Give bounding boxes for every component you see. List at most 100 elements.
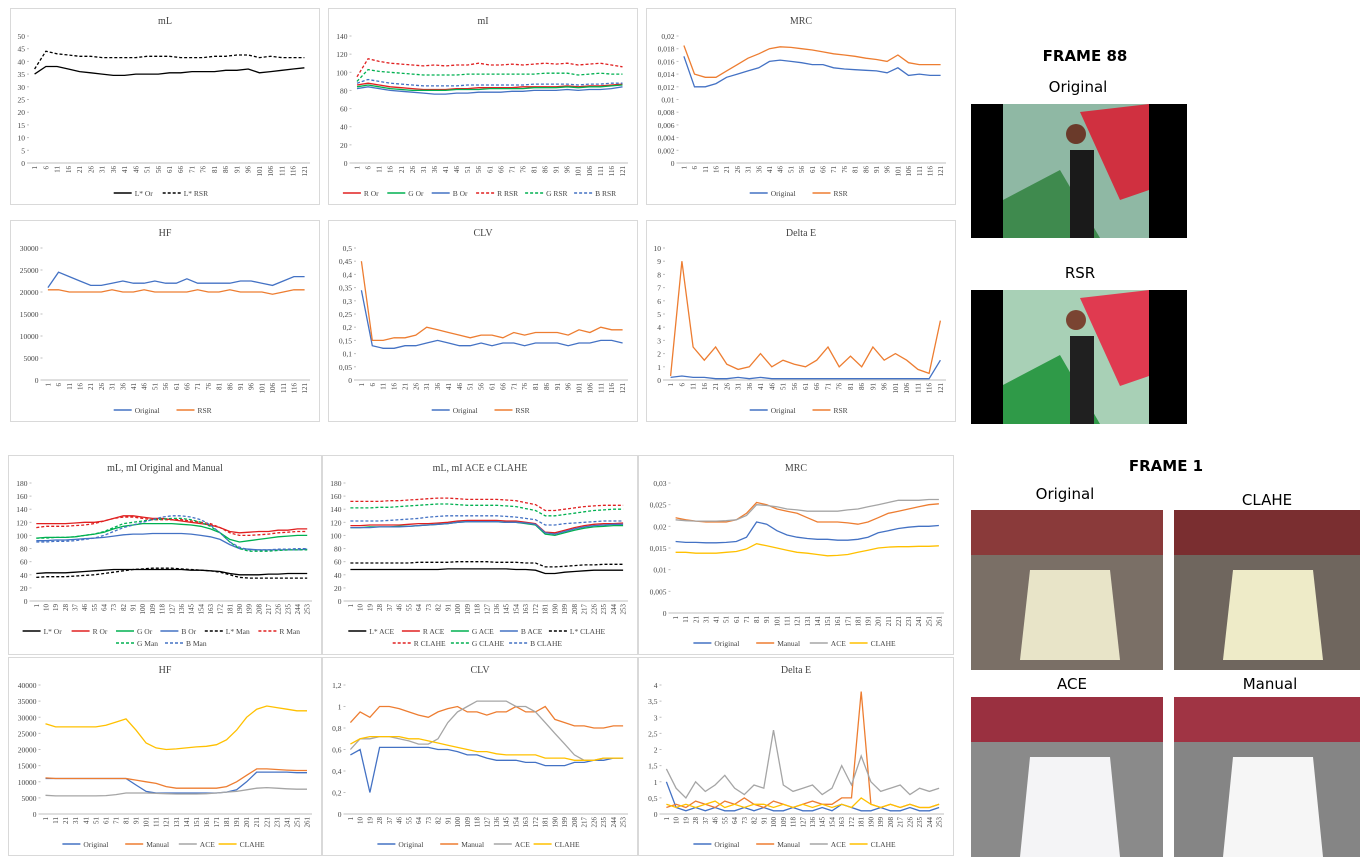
x-tick-label: 61 bbox=[166, 166, 174, 174]
chart: HF 0 5000 10000 15000 20000 25000 30000 35000 400… bbox=[8, 657, 322, 856]
x-tick-label: 199 bbox=[561, 817, 569, 828]
x-tick-label: 19 bbox=[366, 604, 374, 612]
series-line bbox=[356, 78, 623, 87]
series-line bbox=[350, 561, 624, 568]
x-tick-label: 11 bbox=[702, 166, 710, 173]
y-tick-label: 8 bbox=[657, 270, 661, 279]
y-tick-label: 2 bbox=[654, 746, 658, 755]
x-tick-label: 76 bbox=[205, 383, 213, 391]
series-line bbox=[47, 271, 305, 288]
x-tick-label: 66 bbox=[497, 166, 505, 174]
x-tick-label: 86 bbox=[542, 166, 550, 174]
x-tick-label: 64 bbox=[415, 817, 423, 825]
image-label: ACE bbox=[1057, 675, 1087, 693]
x-tick-label: 21 bbox=[62, 817, 70, 825]
x-tick-label: 1 bbox=[354, 166, 362, 170]
x-tick-label: 145 bbox=[188, 604, 196, 615]
legend-label: B Or bbox=[453, 189, 468, 198]
x-tick-label: 16 bbox=[701, 383, 709, 391]
y-tick-label: 80 bbox=[20, 545, 28, 554]
x-tick-label: 71 bbox=[194, 383, 202, 391]
x-tick-label: 41 bbox=[766, 166, 774, 174]
y-tick-label: 1 bbox=[654, 778, 658, 787]
legend-label: G CLAHE bbox=[472, 639, 505, 648]
legend-label: R Or bbox=[364, 189, 379, 198]
x-tick-label: 46 bbox=[396, 604, 404, 612]
x-tick-label: 208 bbox=[571, 604, 579, 615]
legend-label: L* CLAHE bbox=[570, 627, 606, 636]
y-tick-label: 6 bbox=[657, 297, 661, 306]
x-tick-label: 116 bbox=[926, 166, 934, 177]
x-tick-label: 76 bbox=[200, 166, 208, 174]
x-tick-label: 37 bbox=[702, 817, 710, 825]
x-tick-label: 81 bbox=[216, 383, 224, 391]
y-tick-label: 0,8 bbox=[332, 724, 342, 733]
x-tick-label: 91 bbox=[133, 817, 141, 825]
x-tick-label: 41 bbox=[121, 166, 129, 174]
chart-title: mL, mI ACE e CLAHE bbox=[433, 463, 528, 474]
y-tick-label: 0,05 bbox=[339, 363, 352, 372]
image-manual bbox=[1174, 697, 1360, 857]
x-tick-label: 26 bbox=[723, 383, 731, 391]
y-tick-label: 0,15 bbox=[339, 336, 352, 345]
x-tick-label: 56 bbox=[155, 166, 163, 174]
x-tick-label: 253 bbox=[936, 817, 944, 828]
y-tick-label: 0,5 bbox=[648, 794, 658, 803]
y-tick-label: 20 bbox=[20, 584, 28, 593]
legend-label: CLAHE bbox=[555, 840, 580, 849]
x-tick-label: 191 bbox=[865, 616, 873, 627]
x-tick-label: 73 bbox=[110, 604, 118, 612]
x-tick-label: 261 bbox=[935, 616, 943, 627]
x-tick-label: 91 bbox=[760, 817, 768, 825]
x-tick-label: 56 bbox=[478, 383, 486, 391]
y-tick-label: 0,025 bbox=[650, 501, 667, 510]
x-tick-label: 71 bbox=[824, 383, 832, 391]
x-tick-label: 91 bbox=[444, 604, 452, 612]
chart-title: mL, mI Original and Manual bbox=[107, 463, 223, 474]
x-tick-label: 73 bbox=[425, 817, 433, 825]
legend-label: B CLAHE bbox=[530, 639, 562, 648]
x-tick-label: 10 bbox=[357, 604, 365, 612]
x-tick-label: 81 bbox=[122, 817, 130, 825]
x-tick-label: 51 bbox=[144, 166, 152, 174]
x-tick-label: 91 bbox=[869, 383, 877, 391]
legend-label: Original bbox=[398, 840, 423, 849]
x-tick-label: 46 bbox=[396, 817, 404, 825]
chart-frame bbox=[8, 455, 322, 655]
frame-title: FRAME 88 bbox=[1043, 47, 1128, 65]
chart-frame bbox=[328, 220, 638, 422]
frame-1-panel: FRAME 1 Original CLAHE ACE Manual bbox=[971, 457, 1360, 857]
chart-frame bbox=[10, 220, 320, 422]
y-tick-label: 120 bbox=[330, 518, 342, 527]
y-tick-label: 0 bbox=[35, 376, 39, 385]
x-tick-label: 55 bbox=[405, 604, 413, 612]
chart: mL, mI ACE e CLAHE 0 20 40 60 80 100 120 140 160 1… bbox=[322, 455, 638, 655]
series-line bbox=[36, 517, 308, 552]
x-tick-label: 61 bbox=[733, 616, 741, 624]
x-tick-label: 71 bbox=[743, 616, 751, 624]
x-tick-label: 145 bbox=[503, 817, 511, 828]
x-tick-label: 244 bbox=[926, 817, 934, 828]
x-tick-label: 26 bbox=[409, 166, 417, 174]
x-tick-label: 261 bbox=[303, 817, 311, 828]
y-tick-label: 100 bbox=[330, 531, 342, 540]
x-tick-label: 217 bbox=[581, 817, 589, 828]
x-tick-label: 161 bbox=[834, 616, 842, 627]
y-tick-label: 10000 bbox=[20, 332, 39, 341]
x-tick-label: 91 bbox=[237, 383, 245, 391]
x-tick-label: 11 bbox=[682, 616, 690, 623]
x-tick-label: 1 bbox=[33, 604, 41, 608]
y-tick-label: 1 bbox=[338, 703, 342, 712]
series-line bbox=[356, 57, 623, 78]
legend-label: CLAHE bbox=[871, 840, 896, 849]
legend-label: R Man bbox=[279, 627, 300, 636]
x-tick-label: 1 bbox=[358, 383, 366, 387]
series-line bbox=[350, 735, 624, 761]
y-tick-label: 0,5 bbox=[343, 244, 353, 253]
x-tick-label: 82 bbox=[751, 817, 759, 825]
x-tick-label: 111 bbox=[597, 383, 605, 393]
chart: Delta E00,511,522,533,541 10 19 28 37 46 55 64 7… bbox=[638, 657, 954, 856]
y-tick-label: 0,01 bbox=[661, 96, 674, 105]
x-tick-label: 6 bbox=[369, 383, 377, 387]
x-tick-label: 36 bbox=[755, 166, 763, 174]
